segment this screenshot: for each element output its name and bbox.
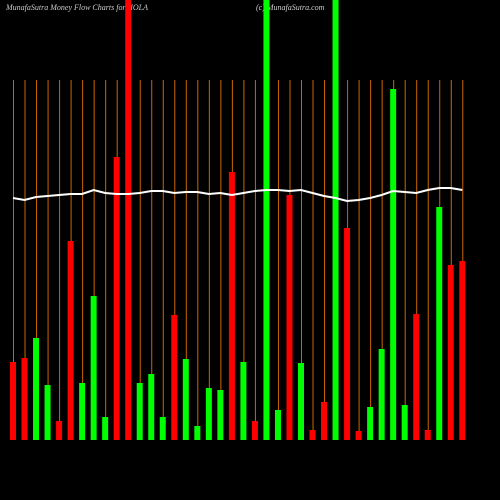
bar (182, 359, 189, 440)
bar (217, 390, 224, 440)
flow-line (12, 187, 463, 203)
bar (424, 430, 431, 440)
bar (21, 358, 28, 440)
bar (309, 430, 316, 440)
bar (390, 89, 397, 440)
credit: (c) MunafaSutra.com (256, 3, 325, 12)
bar (44, 385, 51, 440)
bar (228, 172, 235, 440)
bar (10, 362, 16, 440)
bar (240, 362, 247, 440)
bar (67, 241, 74, 440)
bar (56, 421, 63, 440)
bar (378, 349, 385, 440)
bar (102, 417, 109, 440)
bar (251, 421, 258, 440)
bar (344, 228, 351, 440)
bar (79, 383, 86, 440)
bar (274, 410, 281, 440)
bar (298, 363, 304, 440)
chart-title: MunafaSutra Money Flow Charts for IIOLA (5, 3, 148, 12)
bar (436, 207, 443, 440)
bar (332, 0, 339, 440)
bar (33, 338, 40, 440)
bar (113, 157, 120, 440)
bar (459, 261, 466, 440)
bar (321, 402, 328, 440)
bar (90, 296, 97, 440)
bar (286, 195, 293, 440)
bar (171, 315, 178, 440)
bar (355, 431, 362, 440)
bar (159, 417, 166, 440)
bar (148, 374, 155, 440)
bar (367, 407, 374, 440)
bar (413, 314, 420, 440)
bar (194, 426, 201, 440)
bar (401, 405, 408, 440)
bar (136, 383, 143, 440)
bar (263, 0, 270, 440)
bar (125, 0, 132, 440)
bar (205, 388, 212, 440)
bar (447, 265, 454, 440)
